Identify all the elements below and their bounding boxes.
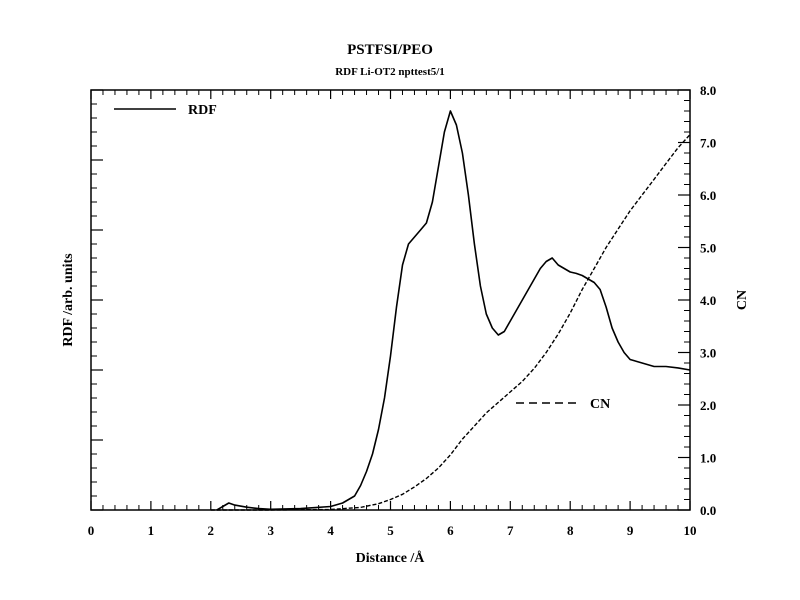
x-tick-label: 8 — [567, 523, 574, 538]
x-tick-label: 5 — [387, 523, 394, 538]
plot-frame — [90, 89, 691, 511]
y-right-tick-label: 6.0 — [700, 188, 716, 203]
y-right-tick-label: 4.0 — [700, 293, 716, 308]
chart-title: PSTFSI/PEO — [347, 42, 433, 58]
y-right-tick-label: 1.0 — [700, 451, 716, 466]
x-tick-label: 10 — [684, 523, 697, 538]
y-right-tick-label: 3.0 — [700, 346, 716, 361]
y-right-tick-label: 7.0 — [700, 136, 716, 151]
y-right-tick-label: 0.0 — [700, 503, 716, 518]
x-tick-label: 1 — [148, 523, 155, 538]
legend-label-cn: CN — [590, 397, 610, 412]
x-axis-label: Distance /Å — [356, 550, 426, 566]
minor-ticks — [102, 90, 679, 510]
x-tick-label: 9 — [627, 523, 634, 538]
y-right-axis-label: CN — [735, 290, 750, 310]
series-line-cn — [210, 134, 691, 511]
x-tick-label: 4 — [327, 523, 334, 538]
chart-subtitle: RDF Li-OT2 npttest5/1 — [335, 66, 445, 78]
y-right-tick-label: 2.0 — [700, 398, 716, 413]
x-tick-label: 6 — [447, 523, 454, 538]
series-line-rdf — [216, 110, 691, 511]
y-right-tick-label: 8.0 — [700, 83, 716, 98]
legend-label-rdf: RDF — [188, 103, 217, 118]
series-layer — [210, 110, 691, 511]
x-tick-label: 3 — [267, 523, 274, 538]
y-right-tick-label: 5.0 — [700, 241, 716, 256]
x-tick-label: 7 — [507, 523, 514, 538]
x-axis-ticks: 0 1 2 3 4 5 6 7 8 9 10 — [88, 90, 697, 538]
x-tick-label: 0 — [88, 523, 95, 538]
y-left-axis-label: RDF /arb. units — [61, 253, 76, 347]
y-right-axis-ticks: 0.0 1.0 2.0 3.0 4.0 5.0 6.0 7.0 8.0 — [678, 83, 716, 518]
x-tick-label: 2 — [208, 523, 215, 538]
y-left-axis-ticks — [91, 89, 103, 511]
